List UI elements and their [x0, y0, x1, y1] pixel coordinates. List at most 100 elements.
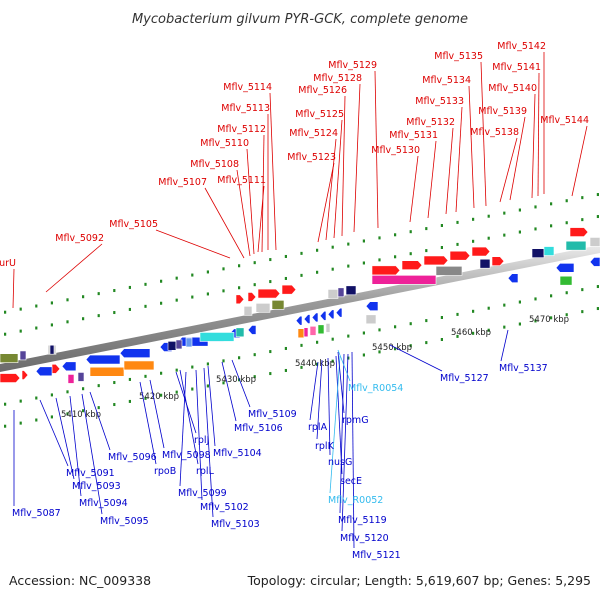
top-gene-label: Mflv_5126: [298, 85, 347, 96]
gene-feature: [85, 354, 121, 365]
top-gene-label: Mflv_5132: [406, 117, 455, 128]
leader-line: [89, 391, 111, 451]
leader-line: [341, 353, 349, 532]
tick-mark: [596, 285, 599, 289]
bottom-gene-label: rplK: [315, 441, 335, 452]
tick-mark: [4, 332, 7, 336]
tick-mark: [160, 301, 163, 305]
leader-line: [236, 169, 251, 257]
leader-line: [179, 369, 199, 465]
gene-feature: [569, 227, 589, 237]
gene-feature: [589, 237, 600, 247]
top-gene-label: Mflv_5112: [217, 124, 266, 135]
bottom-gene-label: Mflv_5093: [72, 481, 121, 492]
scale-label: 5450 kbp: [372, 343, 412, 353]
tick-mark: [456, 220, 459, 224]
tick-mark: [50, 415, 53, 419]
tick-mark: [191, 295, 194, 299]
tick-mark: [82, 295, 85, 299]
scale-ticks: [4, 193, 599, 428]
leader-line: [12, 268, 15, 309]
tick-mark: [50, 323, 53, 327]
gene-feature: [0, 353, 19, 364]
tick-mark: [472, 309, 475, 313]
top-gene-label: Mflv_5129: [328, 60, 377, 71]
bottom-gene-label: Mflv_R0052: [328, 495, 383, 506]
top-gene-label: Mflv_5133: [415, 96, 464, 107]
leader-line: [389, 344, 443, 372]
tick-mark: [534, 297, 537, 301]
leader-line: [204, 187, 245, 259]
bottom-gene-label: Mflv_5098: [162, 450, 211, 461]
tick-mark: [128, 377, 131, 381]
tick-mark: [82, 317, 85, 321]
leader-line: [231, 359, 251, 408]
bottom-gene-label: rplL: [196, 466, 215, 477]
tick-mark: [253, 261, 256, 265]
gene-feature: [559, 275, 573, 286]
gene-feature: [317, 324, 325, 335]
leader-line: [571, 125, 588, 197]
tick-mark: [253, 375, 256, 379]
leader-line: [337, 349, 351, 382]
tick-mark: [534, 227, 537, 231]
gene-feature: [281, 284, 297, 295]
gene-feature: [167, 341, 177, 351]
top-gene-label: Mflv_5125: [295, 109, 344, 120]
bottom-gene-label: rplJ: [194, 435, 209, 446]
bottom-gene-label: Mflv_5119: [338, 515, 387, 526]
top-gene-label: Mflv_5111: [217, 175, 266, 186]
tick-mark: [160, 279, 163, 283]
tick-mark: [472, 239, 475, 243]
top-gene-label: Mflv_5123: [287, 152, 336, 163]
tick-mark: [269, 350, 272, 354]
tick-mark: [175, 298, 178, 302]
tick-mark: [97, 384, 100, 388]
bottom-gene-label: Mflv_5099: [178, 488, 227, 499]
leader-line: [207, 365, 216, 447]
gene-feature: [371, 275, 437, 285]
bottom-gene-label: nusG: [328, 457, 352, 468]
tick-mark: [50, 393, 53, 397]
leader-line: [221, 361, 237, 422]
bottom-gene-label: Mflv_5103: [211, 519, 260, 530]
tick-mark: [518, 322, 521, 326]
tick-mark: [331, 359, 334, 363]
top-gene-label: Mflv_5134: [422, 75, 471, 86]
bottom-gene-label: Mflv_5127: [440, 373, 489, 384]
scale-label: 5410 kbp: [61, 410, 101, 420]
bottom-gene-label: rpoB: [154, 466, 176, 477]
tick-mark: [518, 208, 521, 212]
tick-mark: [128, 285, 131, 289]
tick-mark: [409, 230, 412, 234]
leader-line: [455, 106, 463, 213]
gene-feature: [589, 257, 600, 267]
top-gene-label: Mflv_5139: [478, 106, 527, 117]
tick-mark: [113, 403, 116, 407]
gene-feature: [531, 248, 545, 259]
leader-line: [261, 134, 265, 253]
tick-mark: [596, 215, 599, 219]
gene-feature: [49, 344, 55, 355]
tick-mark: [440, 338, 443, 342]
tick-mark: [206, 362, 209, 366]
gene-feature: [247, 292, 257, 302]
tick-mark: [238, 378, 241, 382]
gene-feature: [21, 370, 29, 380]
bottom-gene-label: secE: [340, 476, 362, 487]
tick-mark: [518, 230, 521, 234]
tick-mark: [4, 424, 7, 428]
gene-feature: [243, 305, 253, 316]
tick-mark: [206, 270, 209, 274]
bottom-gene-label: Mflv_5094: [79, 498, 128, 509]
bottom-gene-label: Mflv_R0054: [348, 383, 403, 394]
leader-line: [531, 93, 536, 199]
tick-mark: [347, 264, 350, 268]
tick-mark: [4, 310, 7, 314]
gene-feature: [471, 246, 491, 257]
gene-feature: [449, 250, 471, 261]
leader-line: [333, 119, 343, 239]
gene-feature: [319, 311, 327, 321]
gene-feature: [423, 255, 449, 266]
